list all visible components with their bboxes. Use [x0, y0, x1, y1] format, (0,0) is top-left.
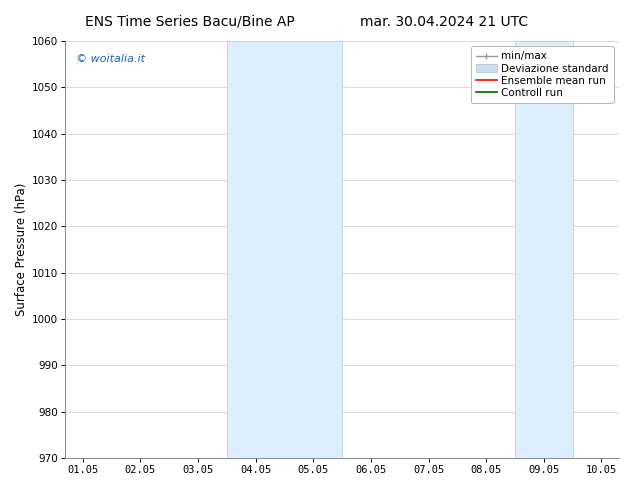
Bar — [227, 41, 342, 458]
Text: © woitalia.it: © woitalia.it — [77, 53, 145, 64]
Y-axis label: Surface Pressure (hPa): Surface Pressure (hPa) — [15, 183, 28, 316]
Legend: min/max, Deviazione standard, Ensemble mean run, Controll run: min/max, Deviazione standard, Ensemble m… — [470, 46, 614, 103]
Text: mar. 30.04.2024 21 UTC: mar. 30.04.2024 21 UTC — [359, 15, 528, 29]
Bar — [515, 41, 573, 458]
Text: ENS Time Series Bacu/Bine AP: ENS Time Series Bacu/Bine AP — [86, 15, 295, 29]
